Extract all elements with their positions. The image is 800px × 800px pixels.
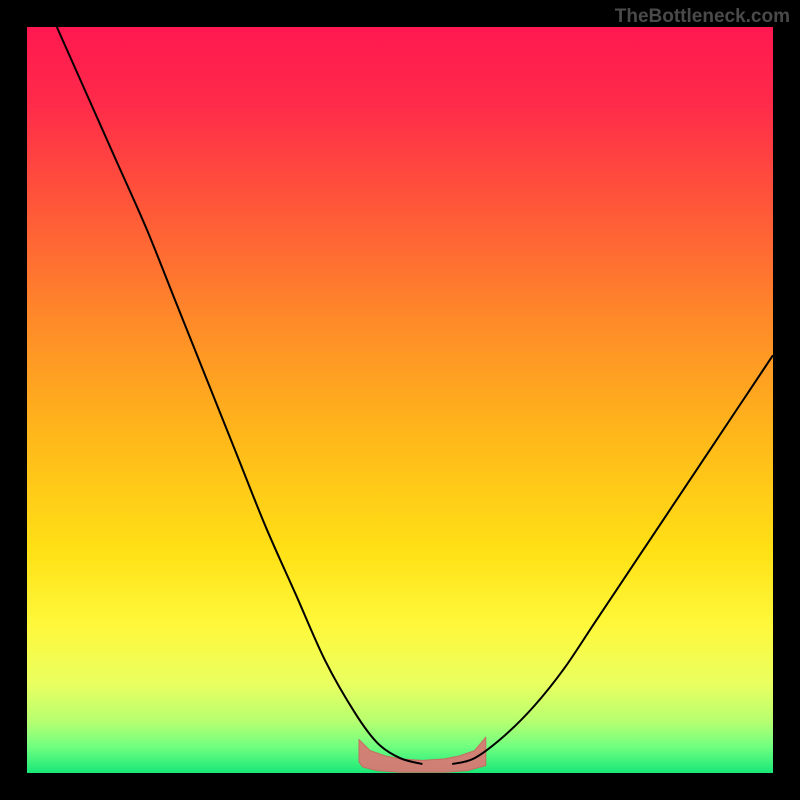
watermark-text: TheBottleneck.com — [615, 6, 790, 28]
right-bottleneck-curve — [452, 355, 773, 764]
curve-layer — [27, 27, 773, 773]
plot-area — [27, 27, 773, 773]
left-bottleneck-curve — [57, 27, 423, 764]
